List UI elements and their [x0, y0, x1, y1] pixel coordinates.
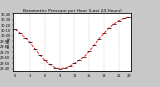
Title: Barometric Pressure per Hour (Last 24 Hours): Barometric Pressure per Hour (Last 24 Ho… — [23, 9, 121, 13]
Y-axis label: in Hg: in Hg — [7, 37, 11, 48]
